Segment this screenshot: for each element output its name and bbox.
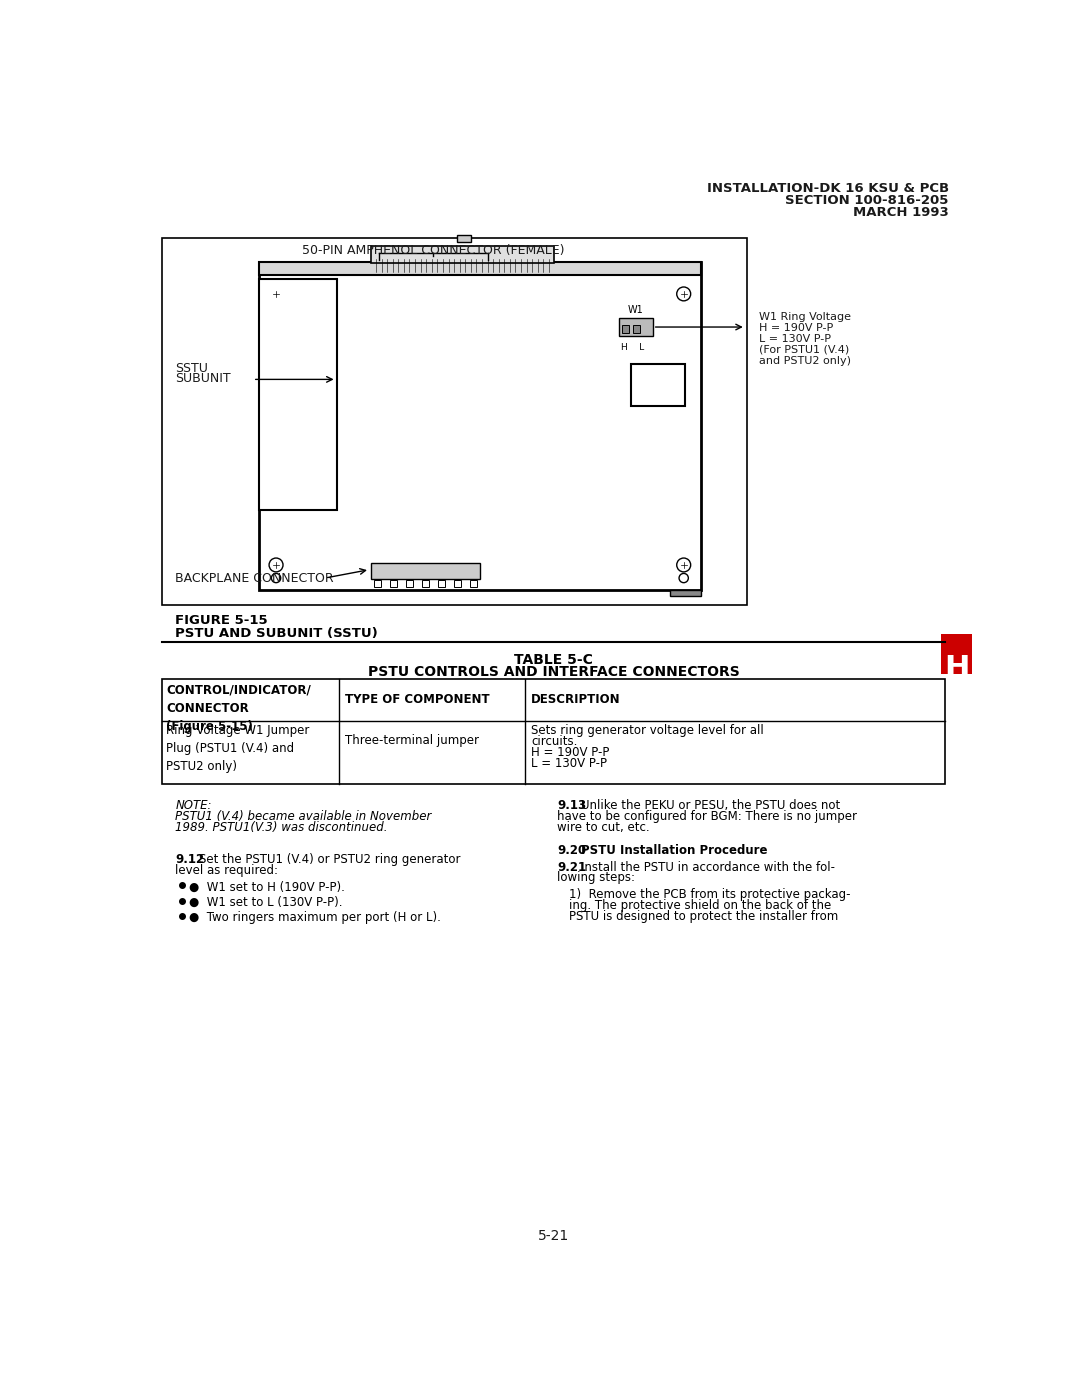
Text: ●  W1 set to H (190V P-P).: ● W1 set to H (190V P-P).	[189, 880, 346, 894]
Bar	[259, 279, 337, 510]
Bar	[406, 580, 413, 587]
Text: L = 130V P-P: L = 130V P-P	[759, 334, 831, 344]
Text: (For PSTU1 (V.4): (For PSTU1 (V.4)	[759, 345, 849, 355]
Circle shape	[677, 557, 691, 571]
Text: have to be configured for BGM: There is no jumper: have to be configured for BGM: There is …	[557, 810, 858, 823]
Bar	[374, 580, 380, 587]
Text: H = 190V P-P: H = 190V P-P	[531, 746, 609, 759]
Text: ●  Two ringers maximum per port (H or L).: ● Two ringers maximum per port (H or L).	[189, 911, 441, 925]
Text: CONTROL/INDICATOR/
CONNECTOR
(Figure 5-15): CONTROL/INDICATOR/ CONNECTOR (Figure 5-1…	[166, 683, 311, 732]
Text: Set the PSTU1 (V.4) or PSTU2 ring generator: Set the PSTU1 (V.4) or PSTU2 ring genera…	[199, 854, 460, 866]
Text: Unlike the PEKU or PESU, the PSTU does not: Unlike the PEKU or PESU, the PSTU does n…	[581, 799, 840, 812]
Text: Three-terminal jumper: Three-terminal jumper	[345, 735, 480, 747]
Bar	[422, 580, 429, 587]
Text: INSTALLATION-DK 16 KSU & PCB: INSTALLATION-DK 16 KSU & PCB	[706, 182, 948, 194]
Bar	[162, 239, 747, 605]
Text: L = 130V P-P: L = 130V P-P	[531, 757, 607, 770]
Text: 9.13: 9.13	[557, 799, 586, 812]
Text: NOTE:: NOTE:	[175, 799, 212, 812]
Text: SSTU: SSTU	[175, 362, 208, 374]
Text: Ring Voltage W1 Jumper
Plug (PSTU1 (V.4) and
PSTU2 only): Ring Voltage W1 Jumper Plug (PSTU1 (V.4)…	[166, 725, 309, 774]
Bar	[622, 326, 630, 334]
Bar	[670, 590, 701, 595]
Text: PSTU Installation Procedure: PSTU Installation Procedure	[581, 844, 767, 856]
Text: Sets ring generator voltage level for all: Sets ring generator voltage level for al…	[531, 725, 764, 738]
Text: TABLE 5-C: TABLE 5-C	[514, 652, 593, 666]
Text: W1 Ring Voltage: W1 Ring Voltage	[759, 313, 851, 323]
Text: lowing steps:: lowing steps:	[557, 872, 635, 884]
Text: DESCRIPTION: DESCRIPTION	[531, 693, 621, 705]
Bar	[470, 580, 476, 587]
Text: 1989. PSTU1(V.3) was discontinued.: 1989. PSTU1(V.3) was discontinued.	[175, 820, 388, 834]
Bar	[941, 634, 972, 675]
Text: H: H	[944, 654, 969, 683]
Bar	[457, 236, 471, 242]
Text: W1: W1	[629, 306, 644, 316]
Text: MARCH 1993: MARCH 1993	[853, 207, 948, 219]
Text: 9.21: 9.21	[557, 861, 586, 873]
Bar	[390, 580, 396, 587]
Bar	[633, 326, 640, 334]
Text: PSTU is designed to protect the installer from: PSTU is designed to protect the installe…	[569, 909, 838, 923]
Text: PSTU AND SUBUNIT (SSTU): PSTU AND SUBUNIT (SSTU)	[175, 627, 378, 640]
Circle shape	[269, 286, 283, 300]
Text: SUBUNIT: SUBUNIT	[175, 373, 231, 386]
Bar	[259, 261, 701, 590]
Text: TYPE OF COMPONENT: TYPE OF COMPONENT	[345, 693, 489, 705]
Text: 1)  Remove the PCB from its protective packag-: 1) Remove the PCB from its protective pa…	[569, 888, 851, 901]
Text: 5-21: 5-21	[538, 1229, 569, 1243]
Text: FIGURE 5-15: FIGURE 5-15	[175, 615, 268, 627]
Bar	[631, 365, 685, 407]
Text: ●  W1 set to L (130V P-P).: ● W1 set to L (130V P-P).	[189, 895, 342, 909]
Text: Install the PSTU in accordance with the fol-: Install the PSTU in accordance with the …	[581, 861, 835, 873]
Bar	[437, 580, 445, 587]
Text: 9.12: 9.12	[175, 854, 204, 866]
Text: 50-PIN AMPHENOL CONNECTOR (FEMALE): 50-PIN AMPHENOL CONNECTOR (FEMALE)	[302, 244, 565, 257]
Text: ing. The protective shield on the back of the: ing. The protective shield on the back o…	[569, 900, 832, 912]
Text: PSTU1 (V.4) became available in November: PSTU1 (V.4) became available in November	[175, 810, 432, 823]
Text: H = 190V P-P: H = 190V P-P	[759, 323, 833, 332]
Bar	[372, 563, 480, 578]
Bar	[619, 317, 652, 335]
Circle shape	[679, 573, 688, 583]
Text: H    L: H L	[621, 344, 644, 352]
Circle shape	[269, 557, 283, 571]
Bar	[162, 679, 945, 784]
Text: level as required:: level as required:	[175, 863, 279, 877]
Text: circuits.: circuits.	[531, 735, 578, 749]
Circle shape	[677, 286, 691, 300]
Bar	[454, 580, 461, 587]
Bar	[259, 261, 701, 275]
Text: wire to cut, etc.: wire to cut, etc.	[557, 820, 650, 834]
Bar	[372, 246, 554, 263]
Text: and PSTU2 only): and PSTU2 only)	[759, 355, 851, 366]
Text: BACKPLANE CONNECTOR: BACKPLANE CONNECTOR	[175, 571, 334, 584]
Text: PSTU CONTROLS AND INTERFACE CONNECTORS: PSTU CONTROLS AND INTERFACE CONNECTORS	[367, 665, 740, 679]
Circle shape	[271, 573, 281, 583]
Text: SECTION 100-816-205: SECTION 100-816-205	[785, 194, 948, 207]
Text: 9.20: 9.20	[557, 844, 586, 856]
